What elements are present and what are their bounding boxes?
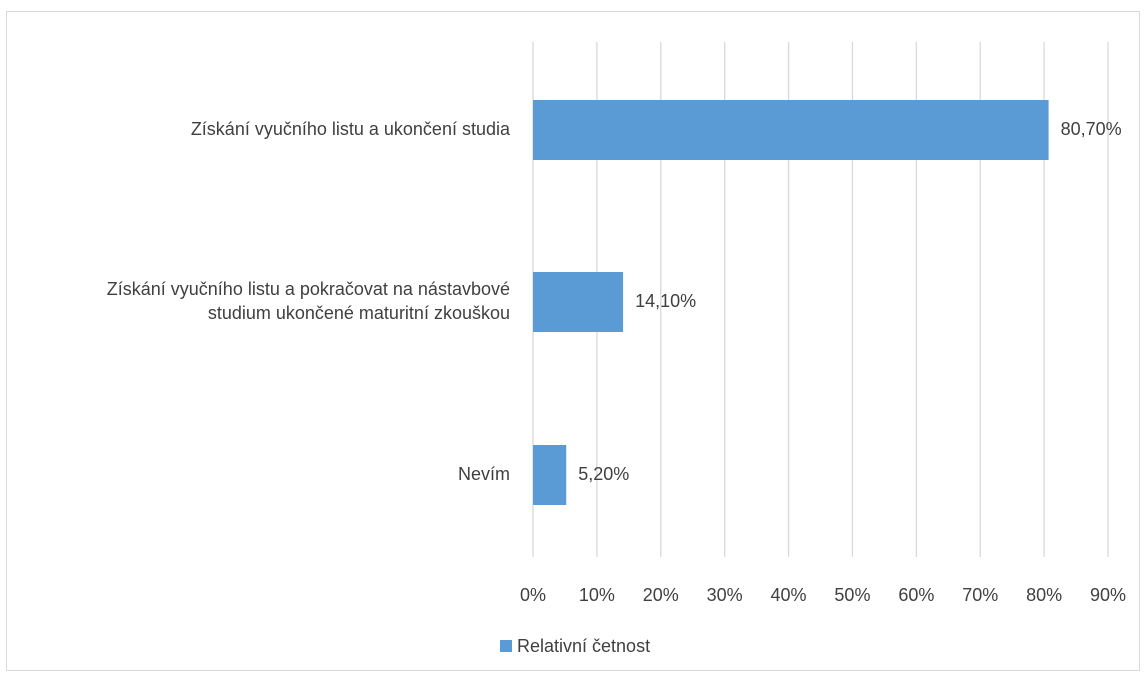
bar (533, 272, 624, 332)
x-tick-label: 80% (1026, 585, 1062, 605)
x-tick-label: 60% (898, 585, 934, 605)
x-tick-label: 70% (962, 585, 998, 605)
x-tick-label: 0% (520, 585, 546, 605)
legend: Relativní četnost (500, 636, 650, 656)
data-label: 14,10% (635, 291, 696, 311)
bar (533, 100, 1049, 160)
x-tick-label: 20% (643, 585, 679, 605)
data-labels: 80,70% 14,10% 5,20% (578, 119, 1121, 484)
x-tick-label: 10% (579, 585, 615, 605)
x-tick-label: 90% (1090, 585, 1126, 605)
x-tick-label: 50% (834, 585, 870, 605)
category-label-line: Získání vyučního listu a pokračovat na n… (107, 279, 510, 299)
category-label: Získání vyučního listu a ukončení studia (191, 119, 511, 139)
category-label: Nevím (458, 464, 510, 484)
bars (533, 100, 1049, 505)
legend-label: Relativní četnost (517, 636, 650, 656)
category-labels: Získání vyučního listu a ukončení studia… (107, 119, 511, 484)
legend-swatch (500, 640, 512, 652)
category-label-line: studium ukončené maturitní zkouškou (208, 303, 510, 323)
category-label-line: Získání vyučního listu a ukončení studia (191, 119, 511, 139)
category-label-line: Nevím (458, 464, 510, 484)
x-tick-label: 40% (771, 585, 807, 605)
bar (533, 445, 567, 505)
data-label: 80,70% (1061, 119, 1122, 139)
data-label: 5,20% (578, 464, 629, 484)
x-tick-label: 30% (707, 585, 743, 605)
category-label: Získání vyučního listu a pokračovat na n… (107, 279, 510, 323)
x-axis-ticks: 0% 10% 20% 30% 40% 50% 60% 70% 80% 90% (520, 585, 1126, 605)
